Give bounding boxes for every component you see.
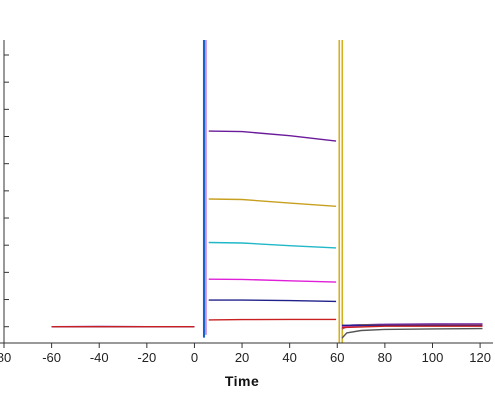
x-tick-label: 20	[235, 350, 249, 365]
series-5-association	[208, 318, 337, 321]
x-tick-label: 120	[469, 350, 491, 365]
series-3-association	[208, 278, 337, 283]
series-2-association	[208, 241, 337, 249]
series-6-dissociation	[341, 327, 483, 339]
x-tick-label: 80	[0, 350, 11, 365]
x-tick-label: 80	[378, 350, 392, 365]
x-tick-label: -60	[42, 350, 61, 365]
series-5-dissociation	[341, 325, 483, 329]
y-axis	[3, 40, 9, 343]
x-tick-label: 40	[282, 350, 296, 365]
plot-area	[51, 40, 483, 343]
series-4-association	[208, 299, 337, 303]
x-tick-label: 100	[422, 350, 444, 365]
x-tick-label: 60	[330, 350, 344, 365]
x-tick-label: -20	[137, 350, 156, 365]
x-axis: 80 -60 -40 -20 0 20 40 60 80 100 120	[0, 342, 493, 365]
x-tick-label: 0	[191, 350, 198, 365]
series-0-association	[208, 130, 337, 142]
series-1-association	[208, 198, 337, 207]
x-tick-label: -40	[90, 350, 109, 365]
x-axis-title: Time	[225, 373, 259, 389]
